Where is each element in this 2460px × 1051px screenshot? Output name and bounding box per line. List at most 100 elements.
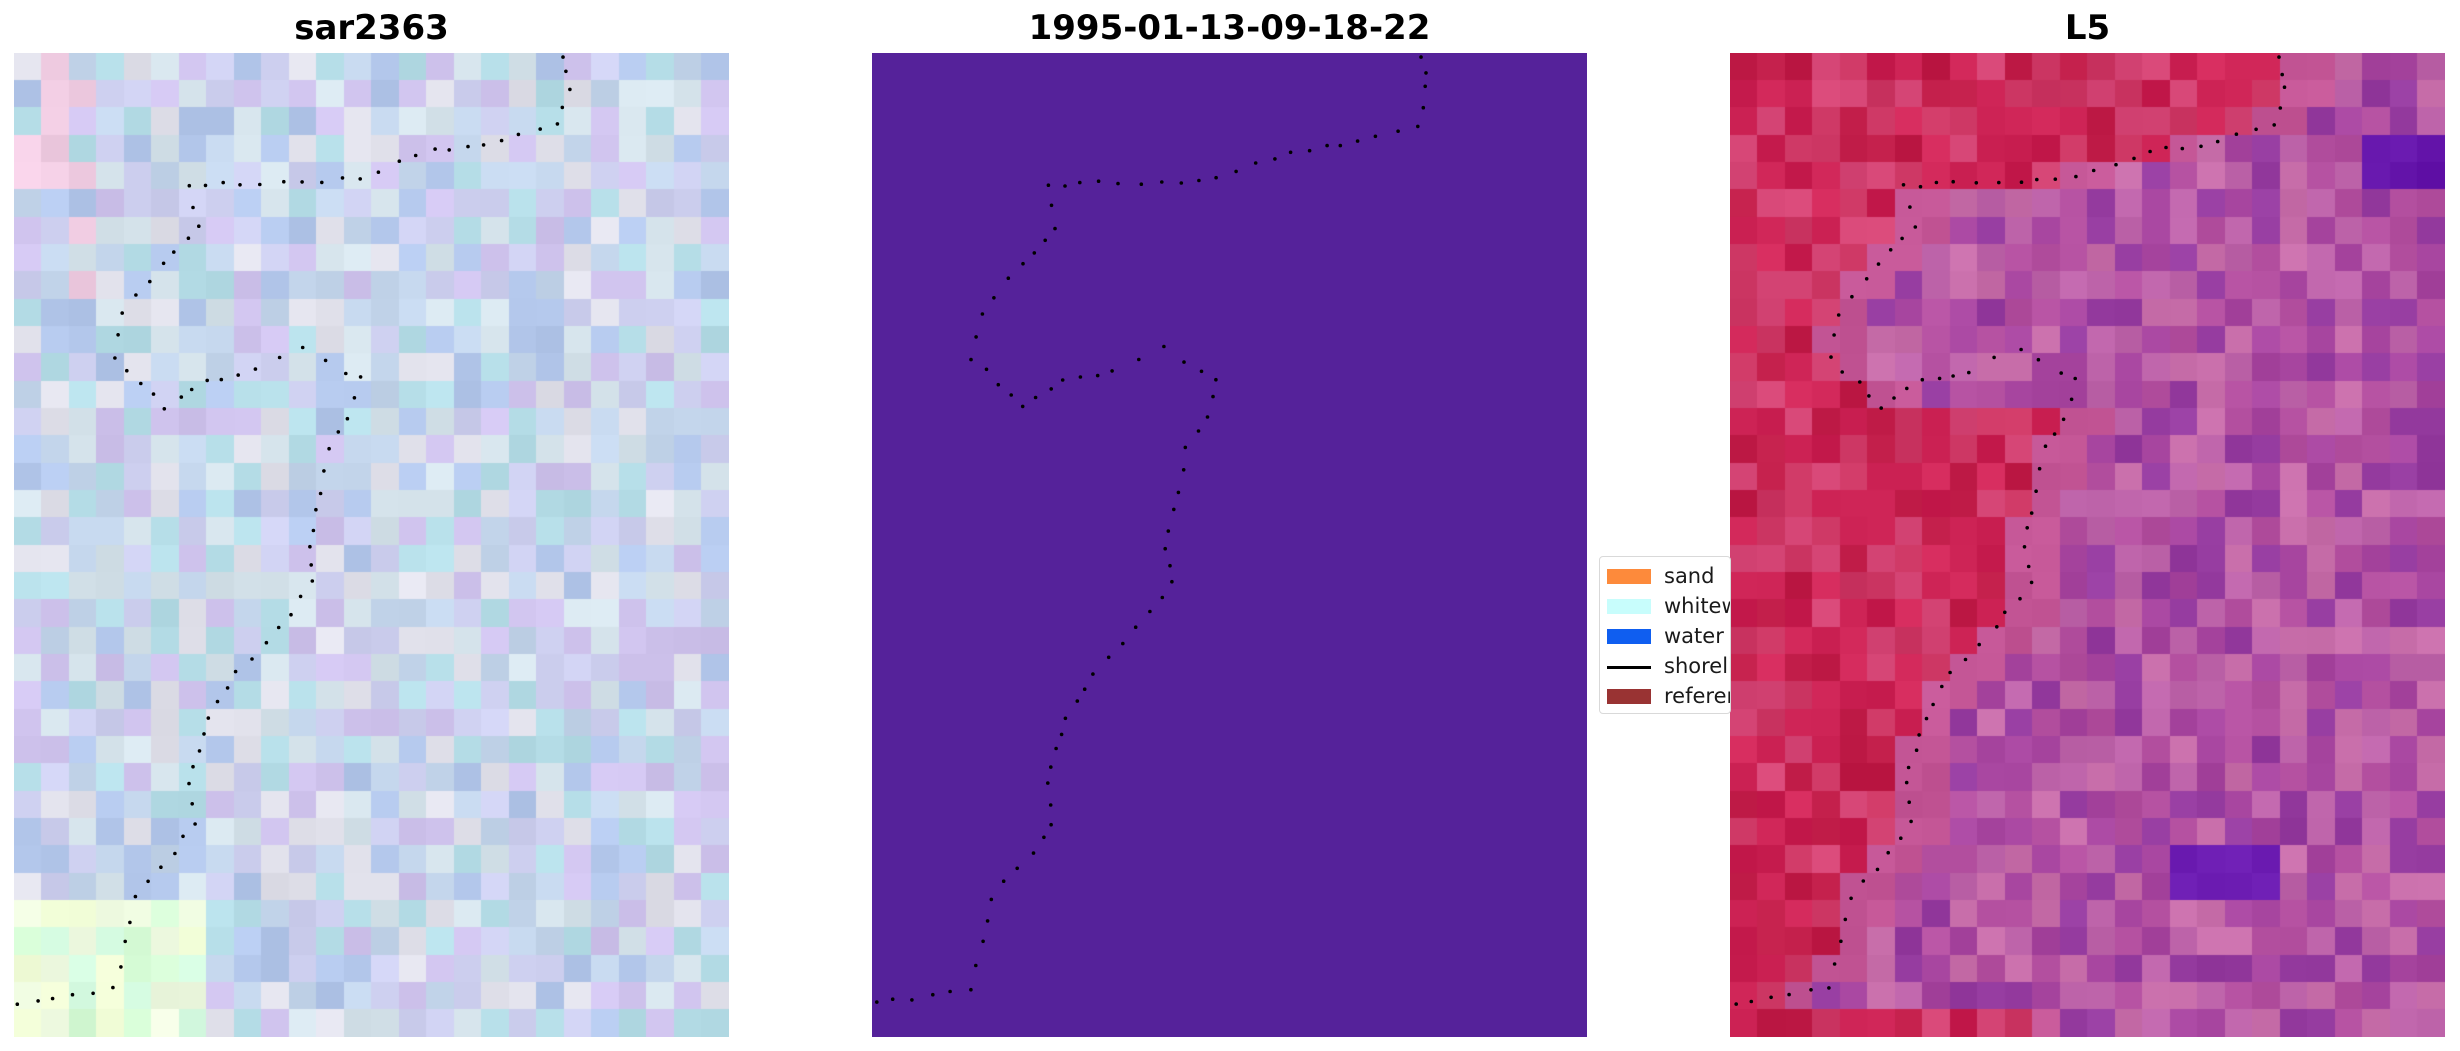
shoreline-point xyxy=(1015,866,1019,871)
shoreline-point xyxy=(560,105,565,110)
shoreline-point xyxy=(172,250,176,254)
image-panel-classification xyxy=(872,53,1587,1037)
shoreline-point xyxy=(989,897,994,902)
panel-title-sar: sar2363 xyxy=(294,8,449,48)
shoreline-point xyxy=(1832,333,1836,337)
shoreline-point xyxy=(1948,670,1952,675)
shoreline-point xyxy=(203,183,208,188)
panel-title-l5: L5 xyxy=(2064,8,2111,48)
shoreline-overlay-classification xyxy=(875,55,1428,1004)
shoreline-point xyxy=(2022,545,2027,549)
shoreline-point xyxy=(1137,357,1141,362)
shoreline-point xyxy=(1009,393,1013,397)
shoreline-point xyxy=(277,355,282,360)
shoreline-point xyxy=(221,180,225,185)
shoreline-point xyxy=(1110,369,1114,373)
water-swatch xyxy=(1607,629,1651,644)
shoreline-point xyxy=(1033,395,1038,400)
shoreline-point xyxy=(151,392,156,396)
shoreline-point xyxy=(189,387,194,392)
shoreline-point xyxy=(1850,294,1854,299)
shoreline-point xyxy=(327,446,331,451)
shoreline-point xyxy=(300,180,304,184)
shoreline-point xyxy=(1909,819,1913,824)
shoreline-point xyxy=(193,822,197,826)
shoreline-point xyxy=(202,732,206,736)
shoreline-point xyxy=(1977,642,1981,647)
shoreline-point xyxy=(253,367,258,371)
shoreline-point xyxy=(1214,377,1218,382)
shoreline-point xyxy=(318,491,323,496)
shoreline-line-swatch xyxy=(1607,666,1651,669)
shoreline-point xyxy=(36,999,40,1003)
shoreline-point xyxy=(2277,55,2281,59)
shoreline-point xyxy=(992,296,996,300)
shoreline-point xyxy=(187,781,191,786)
shoreline-overlay-l5 xyxy=(1734,55,2287,1006)
image-panel-sar xyxy=(14,53,729,1037)
shoreline-point xyxy=(1091,672,1095,676)
shoreline-point xyxy=(1338,143,1343,148)
shoreline-point xyxy=(15,1002,20,1006)
shoreline-point xyxy=(323,358,328,363)
shoreline-point xyxy=(1924,716,1929,721)
shoreline-point xyxy=(1020,404,1025,409)
shoreline-point xyxy=(2215,139,2220,144)
shoreline-point xyxy=(499,138,504,143)
shoreline-point xyxy=(309,563,314,567)
shoreline-point xyxy=(1886,850,1890,855)
shoreline-point xyxy=(2003,610,2007,615)
shoreline-point xyxy=(120,311,124,315)
shoreline-point xyxy=(289,612,293,617)
shoreline-point xyxy=(1049,822,1053,827)
shoreline-point xyxy=(2074,174,2078,179)
shoreline-point xyxy=(1168,563,1172,568)
shoreline-point xyxy=(2061,417,2066,422)
shoreline-point xyxy=(2073,376,2077,381)
shoreline-point xyxy=(980,312,985,316)
shoreline-point xyxy=(1931,702,1935,707)
shoreline-point xyxy=(264,640,269,645)
shoreline-point xyxy=(233,669,238,674)
shoreline-point xyxy=(1917,733,1921,737)
shoreline-point xyxy=(187,183,192,188)
shoreline-point xyxy=(1163,546,1167,551)
shoreline-point xyxy=(1133,625,1138,629)
shoreline-point xyxy=(219,377,224,382)
shoreline-point xyxy=(1197,178,1201,183)
shoreline-point xyxy=(1082,687,1087,691)
shoreline-point xyxy=(1832,962,1837,966)
shoreline-point xyxy=(1908,205,1912,209)
shoreline-point xyxy=(2280,72,2284,77)
shoreline-point xyxy=(1396,129,1400,133)
shoreline-point xyxy=(345,416,350,421)
shoreline-point xyxy=(2043,444,2048,449)
shoreline-point xyxy=(1214,175,1218,180)
shoreline-point xyxy=(1046,183,1051,187)
shoreline-point xyxy=(561,55,565,59)
shoreline-point xyxy=(2091,168,2096,173)
shoreline-point xyxy=(179,395,184,399)
shoreline-point xyxy=(119,965,123,969)
shoreline-point xyxy=(1182,360,1186,364)
shoreline-point xyxy=(276,625,281,630)
shoreline-point xyxy=(205,378,209,383)
shoreline-point xyxy=(413,153,418,158)
shoreline-point xyxy=(1920,377,1925,382)
shoreline-point xyxy=(1078,375,1083,379)
shoreline-point xyxy=(2164,145,2168,150)
shoreline-point xyxy=(516,132,521,137)
shoreline-point xyxy=(890,997,895,1001)
shoreline-point xyxy=(2053,177,2058,181)
shoreline-point xyxy=(123,939,127,944)
l5-image xyxy=(1730,53,2445,1037)
shoreline-point xyxy=(1048,803,1053,807)
shoreline-point xyxy=(139,381,143,386)
legend-label-sand: sand xyxy=(1664,564,1715,588)
shoreline-point xyxy=(1992,355,1996,360)
shoreline-point xyxy=(2034,489,2038,494)
shoreline-point xyxy=(1951,179,1955,184)
shoreline-point xyxy=(1172,507,1176,512)
legend-label-water: water xyxy=(1664,624,1724,648)
